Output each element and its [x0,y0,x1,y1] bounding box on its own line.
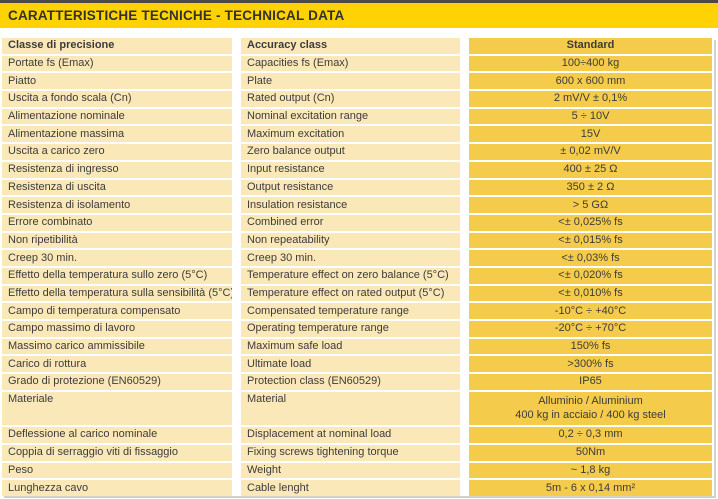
row-label-en: Output resistance [241,179,460,196]
row-label-it: Non ripetibilità [2,232,232,249]
row-value: 5m - 6 x 0,14 mm² [469,480,712,496]
row-label-it: Resistenza di isolamento [2,197,232,213]
row-value: 2 mV/V ± 0,1% [469,91,712,107]
row-label-it: Lunghezza cavo [2,480,232,496]
row-label-it: Uscita a fondo scala (Cn) [2,91,232,107]
row-value: 400 ± 25 Ω [469,161,712,178]
row-label-en: Creep 30 min. [241,250,460,266]
row-label-en: Temperature effect on rated output (5°C) [241,285,460,302]
row-value: <± 0,020% fs [469,267,712,284]
title-bar: CARATTERISTICHE TECNICHE - TECHNICAL DAT… [0,0,718,28]
row-label-en: Input resistance [241,161,460,178]
row-label-en: Material [241,391,460,426]
technical-data-table: Classe di precisione Accuracy class Stan… [2,38,714,496]
row-label-en: Compensated temperature range [241,303,460,319]
row-value: -10°C ÷ +40°C [469,303,712,319]
column-header-standard: Standard [469,38,712,54]
row-label-en: Non repeatability [241,232,460,249]
row-value: 350 ± 2 Ω [469,179,712,196]
row-value: > 5 GΩ [469,197,712,213]
row-label-en: Fixing screws tightening torque [241,444,460,461]
row-label-en: Weight [241,462,460,479]
row-label-it: Portate fs (Emax) [2,55,232,72]
row-label-it: Uscita a carico zero [2,144,232,160]
row-value: 600 x 600 mm [469,73,712,90]
row-label-en: Combined error [241,214,460,231]
row-label-en: Rated output (Cn) [241,91,460,107]
row-label-en: Maximum safe load [241,338,460,355]
row-value: ~ 1,8 kg [469,462,712,479]
row-label-en: Maximum excitation [241,126,460,143]
row-label-it: Creep 30 min. [2,250,232,266]
row-value: 50Nm [469,444,712,461]
row-label-it: Materiale [2,391,232,426]
row-label-it: Grado di protezione (EN60529) [2,374,232,390]
row-label-it: Errore combinato [2,214,232,231]
row-label-it: Resistenza di ingresso [2,161,232,178]
row-label-it: Massimo carico ammissibile [2,338,232,355]
row-value: 0,2 ÷ 0,3 mm [469,427,712,443]
row-value: 150% fs [469,338,712,355]
row-label-it: Deflessione al carico nominale [2,427,232,443]
row-label-it: Resistenza di uscita [2,179,232,196]
row-value: >300% fs [469,356,712,373]
row-value: <± 0,010% fs [469,285,712,302]
row-value-line2: 400 kg in acciaio / 400 kg steel [515,409,666,421]
row-label-it: Carico di rottura [2,356,232,373]
row-label-it: Campo di temperatura compensato [2,303,232,319]
page-title: CARATTERISTICHE TECNICHE - TECHNICAL DAT… [8,8,345,23]
row-label-en: Capacities fs (Emax) [241,55,460,72]
row-label-it: Alimentazione massima [2,126,232,143]
row-label-en: Insulation resistance [241,197,460,213]
row-value: 100÷400 kg [469,55,712,72]
row-value-line1: Alluminio / Aluminium [538,395,643,407]
row-value: 5 ÷ 10V [469,108,712,125]
row-value: 15V [469,126,712,143]
row-label-en: Cable lenght [241,480,460,496]
row-value: <± 0,025% fs [469,214,712,231]
row-label-en: Nominal excitation range [241,108,460,125]
row-label-it: Effetto della temperatura sullo zero (5°… [2,267,232,284]
row-label-en: Displacement at nominal load [241,427,460,443]
row-label-it: Alimentazione nominale [2,108,232,125]
row-value: <± 0,015% fs [469,232,712,249]
column-header-italian: Classe di precisione [2,38,232,54]
row-label-en: Protection class (EN60529) [241,374,460,390]
row-label-it: Coppia di serraggio viti di fissaggio [2,444,232,461]
row-label-it: Piatto [2,73,232,90]
row-label-it: Effetto della temperatura sulla sensibil… [2,285,232,302]
row-value: ± 0,02 mV/V [469,144,712,160]
row-value: <± 0,03% fs [469,250,712,266]
row-label-en: Ultimate load [241,356,460,373]
row-value: IP65 [469,374,712,390]
column-header-english: Accuracy class [241,38,460,54]
row-label-en: Operating temperature range [241,321,460,337]
row-label-it: Campo massimo di lavoro [2,321,232,337]
row-label-en: Temperature effect on zero balance (5°C) [241,267,460,284]
row-label-en: Plate [241,73,460,90]
row-label-it: Peso [2,462,232,479]
row-value: -20°C ÷ +70°C [469,321,712,337]
row-value: Alluminio / Aluminium 400 kg in acciaio /… [469,391,712,426]
row-label-en: Zero balance output [241,144,460,160]
